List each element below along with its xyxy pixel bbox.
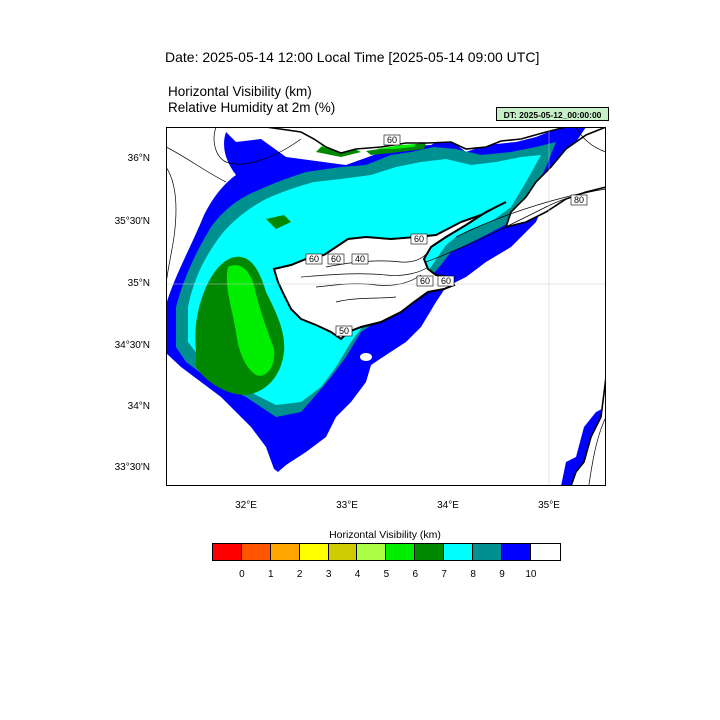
colorbar-title: Horizontal Visibility (km) (329, 529, 441, 541)
colorbar-tick-label: 10 (525, 569, 537, 580)
lat-label: 35°30'N (114, 216, 150, 227)
colorbar-cell (530, 544, 560, 560)
visibility-band-coast-green2 (376, 144, 416, 149)
colorbar-tick-label: 8 (470, 569, 476, 580)
colorbar-cell (415, 544, 445, 560)
contour-label: 50 (339, 326, 349, 336)
visibility-band-green (226, 265, 275, 376)
lat-label: 35°N (127, 278, 150, 289)
visibility-speckles (360, 346, 471, 392)
colorbar-cell (386, 544, 416, 560)
colorbar-tick-label: 2 (296, 569, 303, 580)
field-title-visibility: Horizontal Visibility (km) (168, 84, 312, 99)
lon-label: 35°E (538, 500, 560, 511)
lon-label: 34°E (437, 500, 459, 511)
contour-label: 60 (414, 234, 424, 244)
lat-label: 36°N (127, 153, 150, 164)
colorbar-tick-label: 4 (354, 569, 361, 580)
lat-label: 33°30'N (114, 462, 150, 473)
contour-label: 60 (441, 276, 451, 286)
land-cyprus (272, 201, 507, 341)
lat-label: 34°30'N (114, 340, 150, 351)
colorbar-cell (501, 544, 531, 560)
colorbar-tick-label: 6 (412, 569, 419, 580)
colorbar-cell (444, 544, 474, 560)
visibility-band-dark-green-n (266, 215, 291, 229)
humidity-contours (166, 127, 606, 486)
field-title-humidity: Relative Humidity at 2m (%) (168, 100, 336, 115)
colorbar-cell (241, 544, 271, 560)
colorbar-cell (270, 544, 300, 560)
colorbar-tick-label: 3 (325, 569, 332, 580)
colorbar-tick-label: 7 (441, 569, 447, 580)
colorbar-cell (357, 544, 387, 560)
contour-label: 60 (387, 135, 397, 145)
colorbar (212, 543, 561, 561)
land-levant (570, 376, 606, 486)
lon-label: 32°E (235, 500, 257, 511)
visibility-map: 60 80 60 60 40 60 60 60 50 (166, 127, 606, 486)
contour-label: 60 (309, 254, 319, 264)
colorbar-tick-label: 5 (383, 569, 390, 580)
contour-label-group: 60 80 60 60 40 60 60 60 50 (305, 134, 588, 337)
date-title: Date: 2025-05-14 12:00 Local Time [2025-… (165, 49, 540, 65)
map-border (166, 127, 606, 486)
colorbar-cell (213, 544, 242, 560)
lon-label: 33°E (336, 500, 358, 511)
colorbar-cell (473, 544, 502, 560)
map-gridlines (166, 127, 606, 486)
contour-label: 40 (355, 254, 365, 264)
contour-label: 80 (574, 195, 584, 205)
colorbar-cell (328, 544, 358, 560)
contour-label: 60 (420, 276, 430, 286)
lat-label: 34°N (127, 401, 150, 412)
colorbar-tick-label: 9 (499, 569, 505, 580)
colorbar-tick-label: 1 (268, 569, 274, 580)
colorbar-tick-label: 0 (239, 569, 245, 580)
colorbar-cell (299, 544, 329, 560)
contour-label: 60 (331, 254, 341, 264)
init-time-badge: DT: 2025-05-12_00:00:00 (496, 107, 609, 121)
